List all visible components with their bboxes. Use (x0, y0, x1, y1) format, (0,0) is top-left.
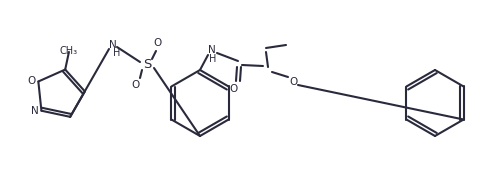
Text: N: N (208, 45, 215, 55)
Text: H: H (113, 48, 121, 58)
Text: S: S (142, 58, 151, 71)
Text: O: O (131, 80, 139, 90)
Text: H: H (209, 54, 216, 64)
Text: O: O (288, 77, 297, 87)
Text: CH₃: CH₃ (60, 46, 78, 56)
Text: N: N (31, 106, 39, 116)
Text: O: O (153, 38, 161, 48)
Text: O: O (27, 77, 35, 86)
Text: N: N (109, 40, 117, 50)
Text: O: O (229, 84, 238, 94)
